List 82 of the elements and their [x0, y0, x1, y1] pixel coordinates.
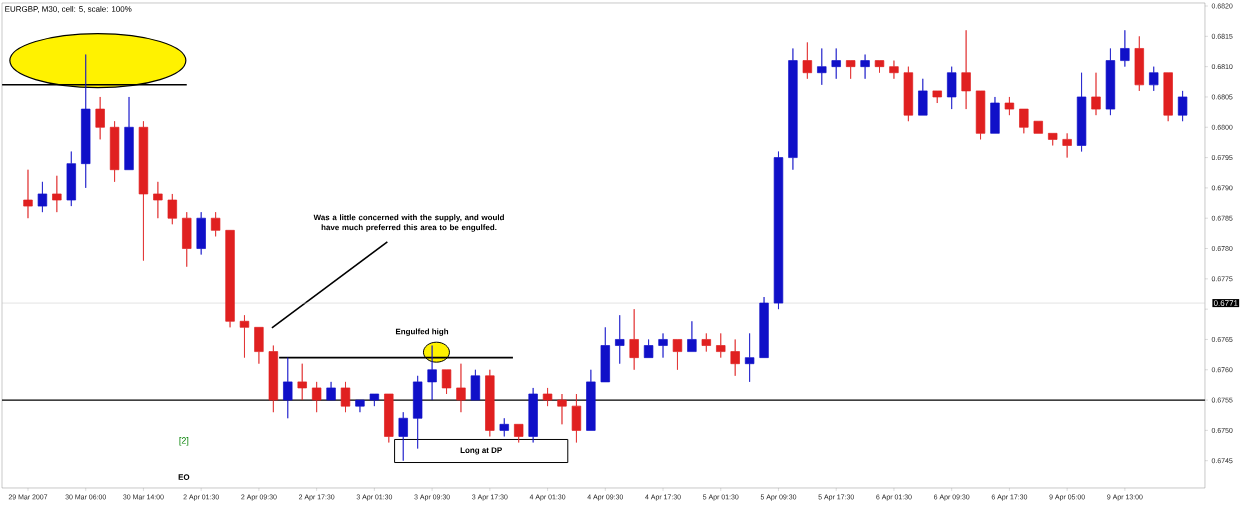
candlestick: [153, 181, 163, 219]
candlestick: [398, 411, 408, 462]
candlestick: [109, 120, 120, 183]
candlestick: [687, 320, 697, 352]
candlestick: [586, 369, 596, 431]
candlestick: [355, 399, 365, 413]
candlestick: [658, 333, 668, 358]
candlestick: [81, 54, 91, 189]
candlestick: [1163, 72, 1173, 122]
candlestick: [629, 308, 639, 371]
candlestick: [874, 60, 885, 74]
candlestick: [340, 381, 351, 413]
candlestick: [802, 42, 813, 80]
candlestick: [1048, 132, 1058, 146]
candlestick: [1177, 90, 1188, 122]
candlestick: [283, 357, 293, 419]
candlestick: [744, 333, 755, 383]
candlestick: [297, 363, 307, 401]
candlestick: [412, 375, 423, 449]
candlestick: [557, 393, 567, 425]
candlestick: [239, 314, 250, 358]
candlestick: [975, 90, 986, 140]
candlestick: [66, 151, 76, 207]
candlestick: [427, 345, 437, 401]
candlestick: [932, 90, 942, 104]
candlestick: [1004, 96, 1015, 116]
candlestick: [138, 120, 149, 261]
candlestick: [1120, 29, 1130, 67]
candlestick: [485, 369, 495, 437]
candlestick: [326, 381, 336, 401]
candlestick: [182, 211, 192, 268]
candlestick: [23, 169, 33, 219]
candlestick: [1105, 48, 1116, 116]
candlestick: [961, 29, 971, 110]
candlestick: [1033, 120, 1043, 134]
candlestick: [1134, 35, 1144, 92]
candlestick: [311, 381, 322, 413]
candlestick: [499, 417, 509, 437]
candlestick: [254, 326, 264, 365]
candlestick: [542, 387, 553, 407]
candlestick: [600, 326, 610, 383]
candlestick: [514, 423, 524, 443]
candlestick: [831, 48, 841, 80]
candlestick: [95, 96, 105, 140]
candlestick: [860, 54, 870, 80]
candlestick: [845, 60, 856, 80]
candlestick: [1019, 108, 1029, 134]
candlestick: [384, 393, 394, 443]
candlestick: [1149, 66, 1159, 92]
candlestick: [773, 151, 784, 310]
candlestick: [528, 387, 538, 443]
candlestick: [210, 211, 221, 237]
annotation: [2]: [179, 437, 189, 446]
candlestick: [470, 369, 481, 401]
candlestick: [672, 339, 683, 371]
candlestick: [441, 369, 452, 395]
candlestick: [643, 339, 654, 358]
candlestick: [817, 48, 827, 86]
candlestick: [903, 66, 914, 122]
candlestick: [615, 314, 625, 365]
candlestick: [1062, 132, 1072, 158]
candlestick: [701, 333, 711, 352]
candlestick: [225, 229, 235, 328]
candlestick: [124, 96, 134, 171]
candlestick: [759, 296, 769, 358]
candlestick: [716, 333, 726, 358]
candlestick: [1091, 72, 1101, 116]
candlestick: [1076, 72, 1087, 152]
candlestick: [730, 339, 740, 377]
candlestick: [918, 78, 928, 116]
candlestick: [196, 211, 206, 255]
candlestick: [788, 48, 798, 171]
candlestick: [947, 66, 957, 110]
candlestick: [268, 345, 279, 413]
candlestick: [456, 363, 466, 413]
candlestick: [571, 393, 582, 443]
candlestick: [52, 175, 62, 213]
candlestick: [167, 193, 177, 225]
candlestick: [990, 96, 1000, 134]
candlestick: [37, 181, 48, 213]
candlestick: [889, 60, 899, 80]
candlestick: [369, 393, 380, 407]
